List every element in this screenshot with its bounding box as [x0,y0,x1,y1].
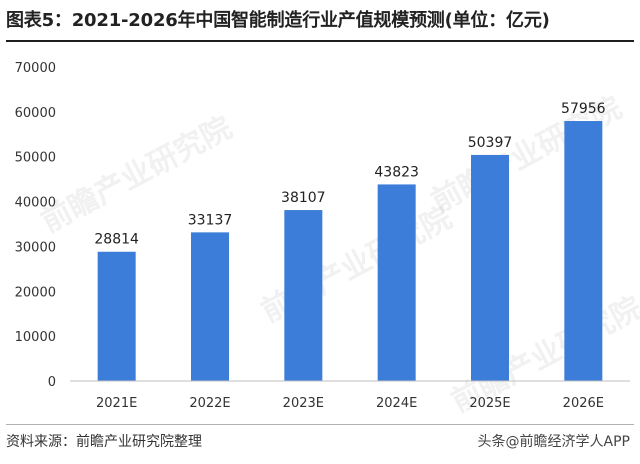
data-label: 57956 [561,101,606,117]
title-divider [6,40,634,42]
y-tick-label: 50000 [15,151,56,166]
x-tick-label: 2021E [96,396,137,411]
x-tick-label: 2026E [563,396,604,411]
bar-2023E [284,210,323,381]
source-note: 资料来源：前瞻产业研究院整理 [6,434,202,450]
x-tick-label: 2023E [283,396,324,411]
y-tick-label: 10000 [15,330,56,345]
data-label: 28814 [94,232,139,248]
y-tick-label: 70000 [15,61,56,76]
x-tick-label: 2022E [189,396,230,411]
y-tick-label: 30000 [15,240,56,255]
bar-series: 28814 33137 38107 43823 50397 57956 [94,101,606,381]
y-tick-label: 0 [48,375,56,390]
credit-note: 头条@前瞻经济学人APP [477,434,630,450]
data-label: 38107 [281,190,326,206]
bar-2025E [471,154,509,381]
x-axis: 2021E 2022E 2023E 2024E 2025E 2026E [70,380,630,411]
bar-2022E [191,232,229,381]
x-tick-label: 2025E [469,396,510,411]
data-label: 33137 [188,212,233,228]
y-tick-label: 60000 [15,106,56,121]
y-tick-label: 40000 [15,196,56,211]
y-tick-label: 20000 [15,285,56,300]
x-tick-label: 2024E [376,396,417,411]
data-label: 50397 [468,135,513,151]
chart-title: 图表5：2021-2026年中国智能制造行业产值规模预测(单位：亿元) [6,10,550,31]
data-label: 43823 [374,164,419,180]
bar-2026E [564,121,603,381]
footer-divider [6,424,634,425]
bar-2021E [97,251,136,381]
y-axis: 0 10000 20000 30000 40000 50000 60000 70000 [15,61,56,390]
bar-2024E [377,184,416,381]
